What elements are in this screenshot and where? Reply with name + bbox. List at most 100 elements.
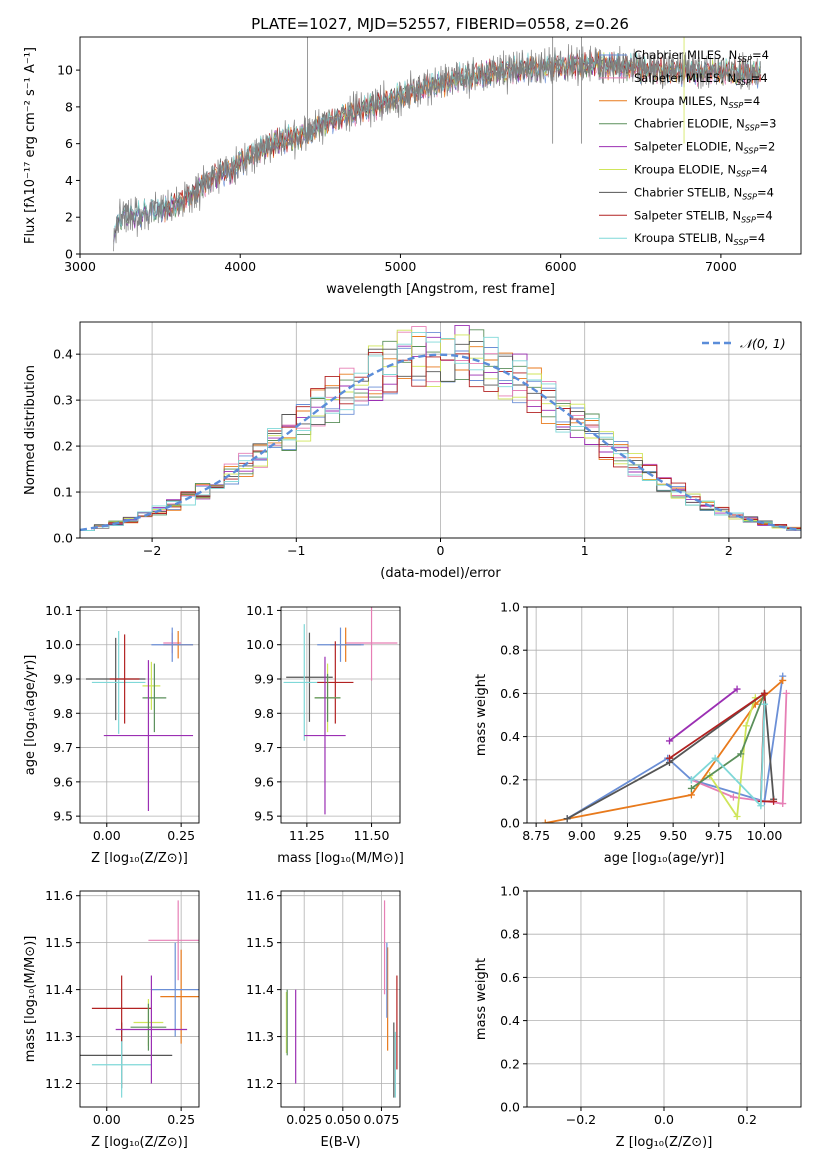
legend-name: Salpeter MILES, N — [634, 71, 736, 85]
y-tick-label: 0 — [65, 247, 73, 262]
y-axis-label: Normed distribution — [23, 365, 38, 495]
figure-title: PLATE=1027, MJD=52557, FIBERID=0558, z=0… — [251, 15, 629, 33]
y-tick-label: 10.1 — [45, 603, 73, 618]
x-axis-label: Z [log₁₀(Z/Z⊙)] — [91, 1135, 188, 1150]
y-tick-label: 11.5 — [45, 935, 73, 950]
weight-marker — [779, 800, 787, 808]
y-axis-label: mass weight — [474, 674, 489, 756]
weight-line — [545, 679, 784, 823]
legend-suffix: =4 — [757, 185, 774, 199]
legend-entry: Salpeter STELIB, NSSP=4 — [634, 208, 773, 224]
legend-entry: Chabrier MILES, NSSP=4 — [634, 48, 769, 64]
y-tick-label: 9.6 — [53, 774, 73, 789]
legend-name: Kroupa STELIB, N — [634, 231, 734, 245]
x-tick-label: 7000 — [705, 259, 737, 274]
y-tick-label: 0.8 — [500, 927, 520, 942]
plot-area — [80, 900, 199, 1098]
histogram-step — [80, 352, 801, 531]
y-tick-label: 0.6 — [500, 970, 520, 985]
weight-marker — [770, 797, 778, 805]
plot-area — [285, 900, 398, 1098]
y-tick-label: 9.5 — [53, 809, 73, 824]
weight-marker — [541, 819, 549, 823]
x-tick-label: 11.50 — [354, 828, 390, 843]
legend-suffix: =3 — [760, 117, 777, 131]
y-tick-label: 9.5 — [254, 809, 274, 824]
x-tick-label: 0.00 — [93, 828, 121, 843]
legend-entry: Chabrier ELODIE, NSSP=3 — [634, 117, 776, 133]
plot-area — [283, 607, 398, 815]
y-tick-label: 0.3 — [53, 393, 73, 408]
legend-name: Kroupa MILES, N — [634, 94, 729, 108]
y-tick-label: 1.0 — [500, 600, 520, 615]
legend-entry: Salpeter ELODIE, NSSP=2 — [634, 140, 775, 156]
x-tick-label: 8.75 — [522, 828, 550, 843]
legend-sub: SSP — [737, 55, 752, 64]
y-tick-label: 6 — [65, 136, 73, 151]
x-tick-label: −0.2 — [566, 1112, 596, 1127]
legend-entry: Kroupa ELODIE, NSSP=4 — [634, 163, 768, 179]
x-tick-label: 0.00 — [93, 1112, 121, 1127]
x-tick-label: 0.2 — [737, 1112, 757, 1127]
x-axis-label: (data-model)/error — [380, 566, 501, 581]
x-axis-label: Z [log₁₀(Z/Z⊙)] — [616, 1135, 713, 1150]
mass-vs-z-panel: 0.00 0.25 11.2 11.3 11.4 11.5 11.6 Z [log₁₀(Z/Z… — [23, 888, 200, 1150]
y-tick-label: 10.0 — [45, 637, 73, 652]
histogram-step — [80, 340, 801, 531]
legend-name: Chabrier MILES, N — [634, 48, 737, 62]
y-tick-label: 9.7 — [254, 740, 274, 755]
mass-vs-ebv-panel: 0.025 0.050 0.075 11.2 11.3 11.4 11.5 11.6 E(B-V… — [246, 888, 401, 1150]
x-tick-label: 0.075 — [364, 1112, 400, 1127]
legend-name: Chabrier ELODIE, N — [634, 117, 745, 131]
legend-suffix: =2 — [758, 140, 775, 154]
y-axis-label: mass [log₁₀(M/M⊙)] — [23, 936, 38, 1063]
y-tick-label: 10.1 — [246, 603, 274, 618]
x-tick-label: 9.75 — [705, 828, 733, 843]
y-tick-label: 8 — [65, 99, 73, 114]
y-tick-label: 9.7 — [53, 740, 73, 755]
legend-suffix: =4 — [743, 94, 760, 108]
weight-marker — [729, 793, 737, 801]
legend-sub: SSP — [736, 170, 751, 179]
legend-entry: 𝒩(0, 1) — [740, 336, 786, 351]
y-tick-label: 1.0 — [500, 884, 520, 899]
y-tick-label: 11.3 — [246, 1029, 274, 1044]
histogram-step — [80, 329, 801, 531]
normal-curve — [80, 353, 801, 532]
axes-frame — [280, 606, 401, 824]
legend-suffix: =4 — [751, 163, 768, 177]
x-tick-label: 5000 — [385, 259, 417, 274]
x-tick-label: 0.050 — [325, 1112, 361, 1127]
y-tick-label: 0.2 — [53, 439, 73, 454]
legend-sub: SSP — [734, 238, 749, 247]
y-tick-label: 11.2 — [246, 1076, 274, 1091]
x-tick-label: 0.0 — [654, 1112, 674, 1127]
legend-sub: SSP — [741, 215, 756, 224]
axes-frame — [526, 606, 802, 824]
weight-marker — [760, 689, 768, 697]
x-axis-label: mass [log₁₀(M/M⊙)] — [277, 851, 404, 866]
weight-marker — [779, 676, 787, 684]
axes-frame — [79, 36, 802, 255]
weight-marker — [733, 813, 741, 821]
weight-line — [690, 704, 766, 808]
x-tick-label: 3000 — [64, 259, 96, 274]
weight-marker — [687, 776, 695, 784]
observed-spectrum-line — [113, 44, 761, 252]
y-tick-label: 11.6 — [246, 888, 274, 903]
weight-marker — [760, 700, 768, 708]
legend-sub: SSP — [729, 101, 744, 110]
residual-histogram-panel: 𝒩(0, 1) −2 −1 0 1 2 0.0 0.1 0.2 0.3 0.4 (data-model… — [23, 321, 802, 581]
x-tick-label: 9.25 — [614, 828, 642, 843]
age-vs-z-panel: 0.00 0.25 9.5 9.6 9.7 9.8 9.9 10.0 10.1 Z [log₁₀(… — [23, 603, 200, 866]
x-tick-label: 0.25 — [167, 828, 195, 843]
plot-area — [541, 672, 790, 823]
axes-frame — [79, 606, 200, 824]
weight-marker — [733, 685, 741, 693]
x-tick-label: 2 — [725, 543, 733, 558]
y-tick-label: 9.9 — [53, 672, 73, 687]
weight-line — [668, 688, 738, 742]
axes-frame — [280, 890, 401, 1108]
weight-marker — [563, 815, 571, 823]
